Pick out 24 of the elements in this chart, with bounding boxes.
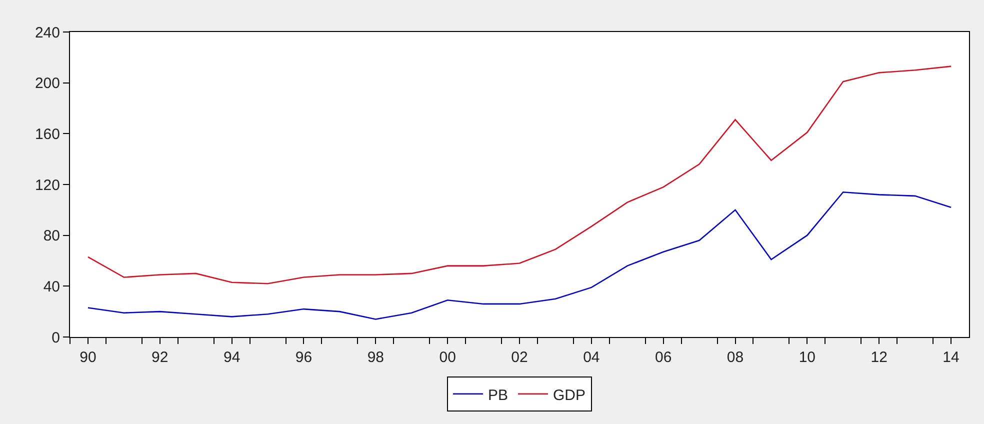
x-tick-label: 14: [942, 349, 960, 366]
x-tick-label: 10: [798, 349, 816, 366]
line-series: [87, 66, 952, 284]
x-tick-label: 90: [80, 349, 96, 366]
y-tick-label: 160: [34, 126, 60, 143]
x-tick-label: 12: [870, 349, 888, 366]
y-tick-label: 0: [52, 329, 60, 346]
x-tick-label: 98: [367, 349, 384, 366]
x-tick-label: 08: [726, 349, 744, 366]
x-tick-label: 02: [511, 349, 528, 366]
x-tick-label: 96: [295, 349, 312, 366]
y-tick-label: 120: [34, 176, 60, 194]
x-tick-label: 94: [223, 349, 240, 366]
x-tick-label: 92: [152, 349, 168, 366]
x-tick-label: 06: [654, 349, 672, 366]
y-tick-label: 240: [34, 24, 60, 42]
legend-label: PB: [488, 386, 508, 404]
y-tick-label: 80: [43, 228, 60, 245]
line-series: [87, 191, 952, 320]
x-tick-label: 04: [583, 349, 600, 366]
y-tick-label: 40: [43, 278, 60, 296]
x-tick-label: 00: [439, 349, 456, 366]
y-tick-label: 200: [34, 75, 60, 92]
legend-label: GDP: [553, 386, 586, 404]
